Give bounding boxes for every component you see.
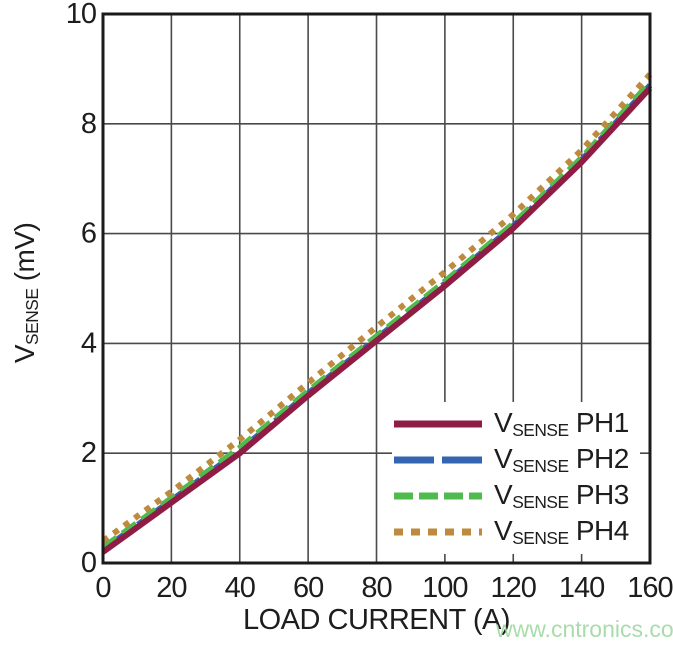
series-line-ph1 (101, 86, 653, 555)
x-tick-label: 20 (156, 572, 186, 604)
legend-swatch (394, 528, 482, 536)
legend-label: VSENSE PH4 (494, 515, 629, 548)
y-tick-label: 4 (81, 327, 97, 359)
y-tick-label: 8 (81, 108, 96, 140)
y-tick-label: 6 (81, 218, 96, 250)
legend: VSENSE PH1 VSENSE PH2 VSENSE PH3 VSENSE PH4 (392, 402, 640, 554)
x-tick-label: 120 (491, 572, 536, 604)
y-axis-label-prefix: V (9, 344, 41, 364)
y-tick-label: 0 (81, 547, 96, 579)
legend-swatch (394, 420, 482, 428)
legend-item-ph4: VSENSE PH4 (392, 515, 640, 549)
x-tick-label: 160 (627, 572, 672, 604)
x-tick-label: 40 (225, 572, 255, 604)
legend-label: VSENSE PH2 (494, 443, 629, 476)
y-tick-label: 2 (81, 437, 96, 469)
x-tick-label: 100 (422, 572, 467, 604)
legend-swatch (394, 492, 482, 500)
watermark: www.cntronics.com (496, 616, 673, 642)
y-axis-label-suffix: (mV) (9, 222, 41, 289)
legend-item-ph1: VSENSE PH1 (392, 407, 640, 441)
legend-label: VSENSE PH3 (494, 479, 629, 512)
y-tick-label: 10 (66, 0, 96, 30)
legend-item-ph3: VSENSE PH3 (392, 479, 640, 513)
series-line-ph3 (101, 80, 653, 551)
y-axis-label: VSENSE (mV) (9, 193, 43, 393)
x-tick-label: 60 (293, 572, 323, 604)
plot-border (101, 12, 652, 565)
legend-label: VSENSE PH1 (494, 407, 629, 440)
x-tick-label: 80 (361, 572, 391, 604)
series-line-ph4 (101, 72, 653, 544)
legend-swatch (394, 456, 482, 464)
y-axis-label-subscript: SENSE (21, 288, 42, 345)
x-axis-label: LOAD CURRENT (A) (243, 604, 511, 636)
x-tick-label: 0 (95, 572, 110, 604)
x-tick-label: 140 (559, 572, 604, 604)
legend-item-ph2: VSENSE PH2 (392, 443, 640, 477)
